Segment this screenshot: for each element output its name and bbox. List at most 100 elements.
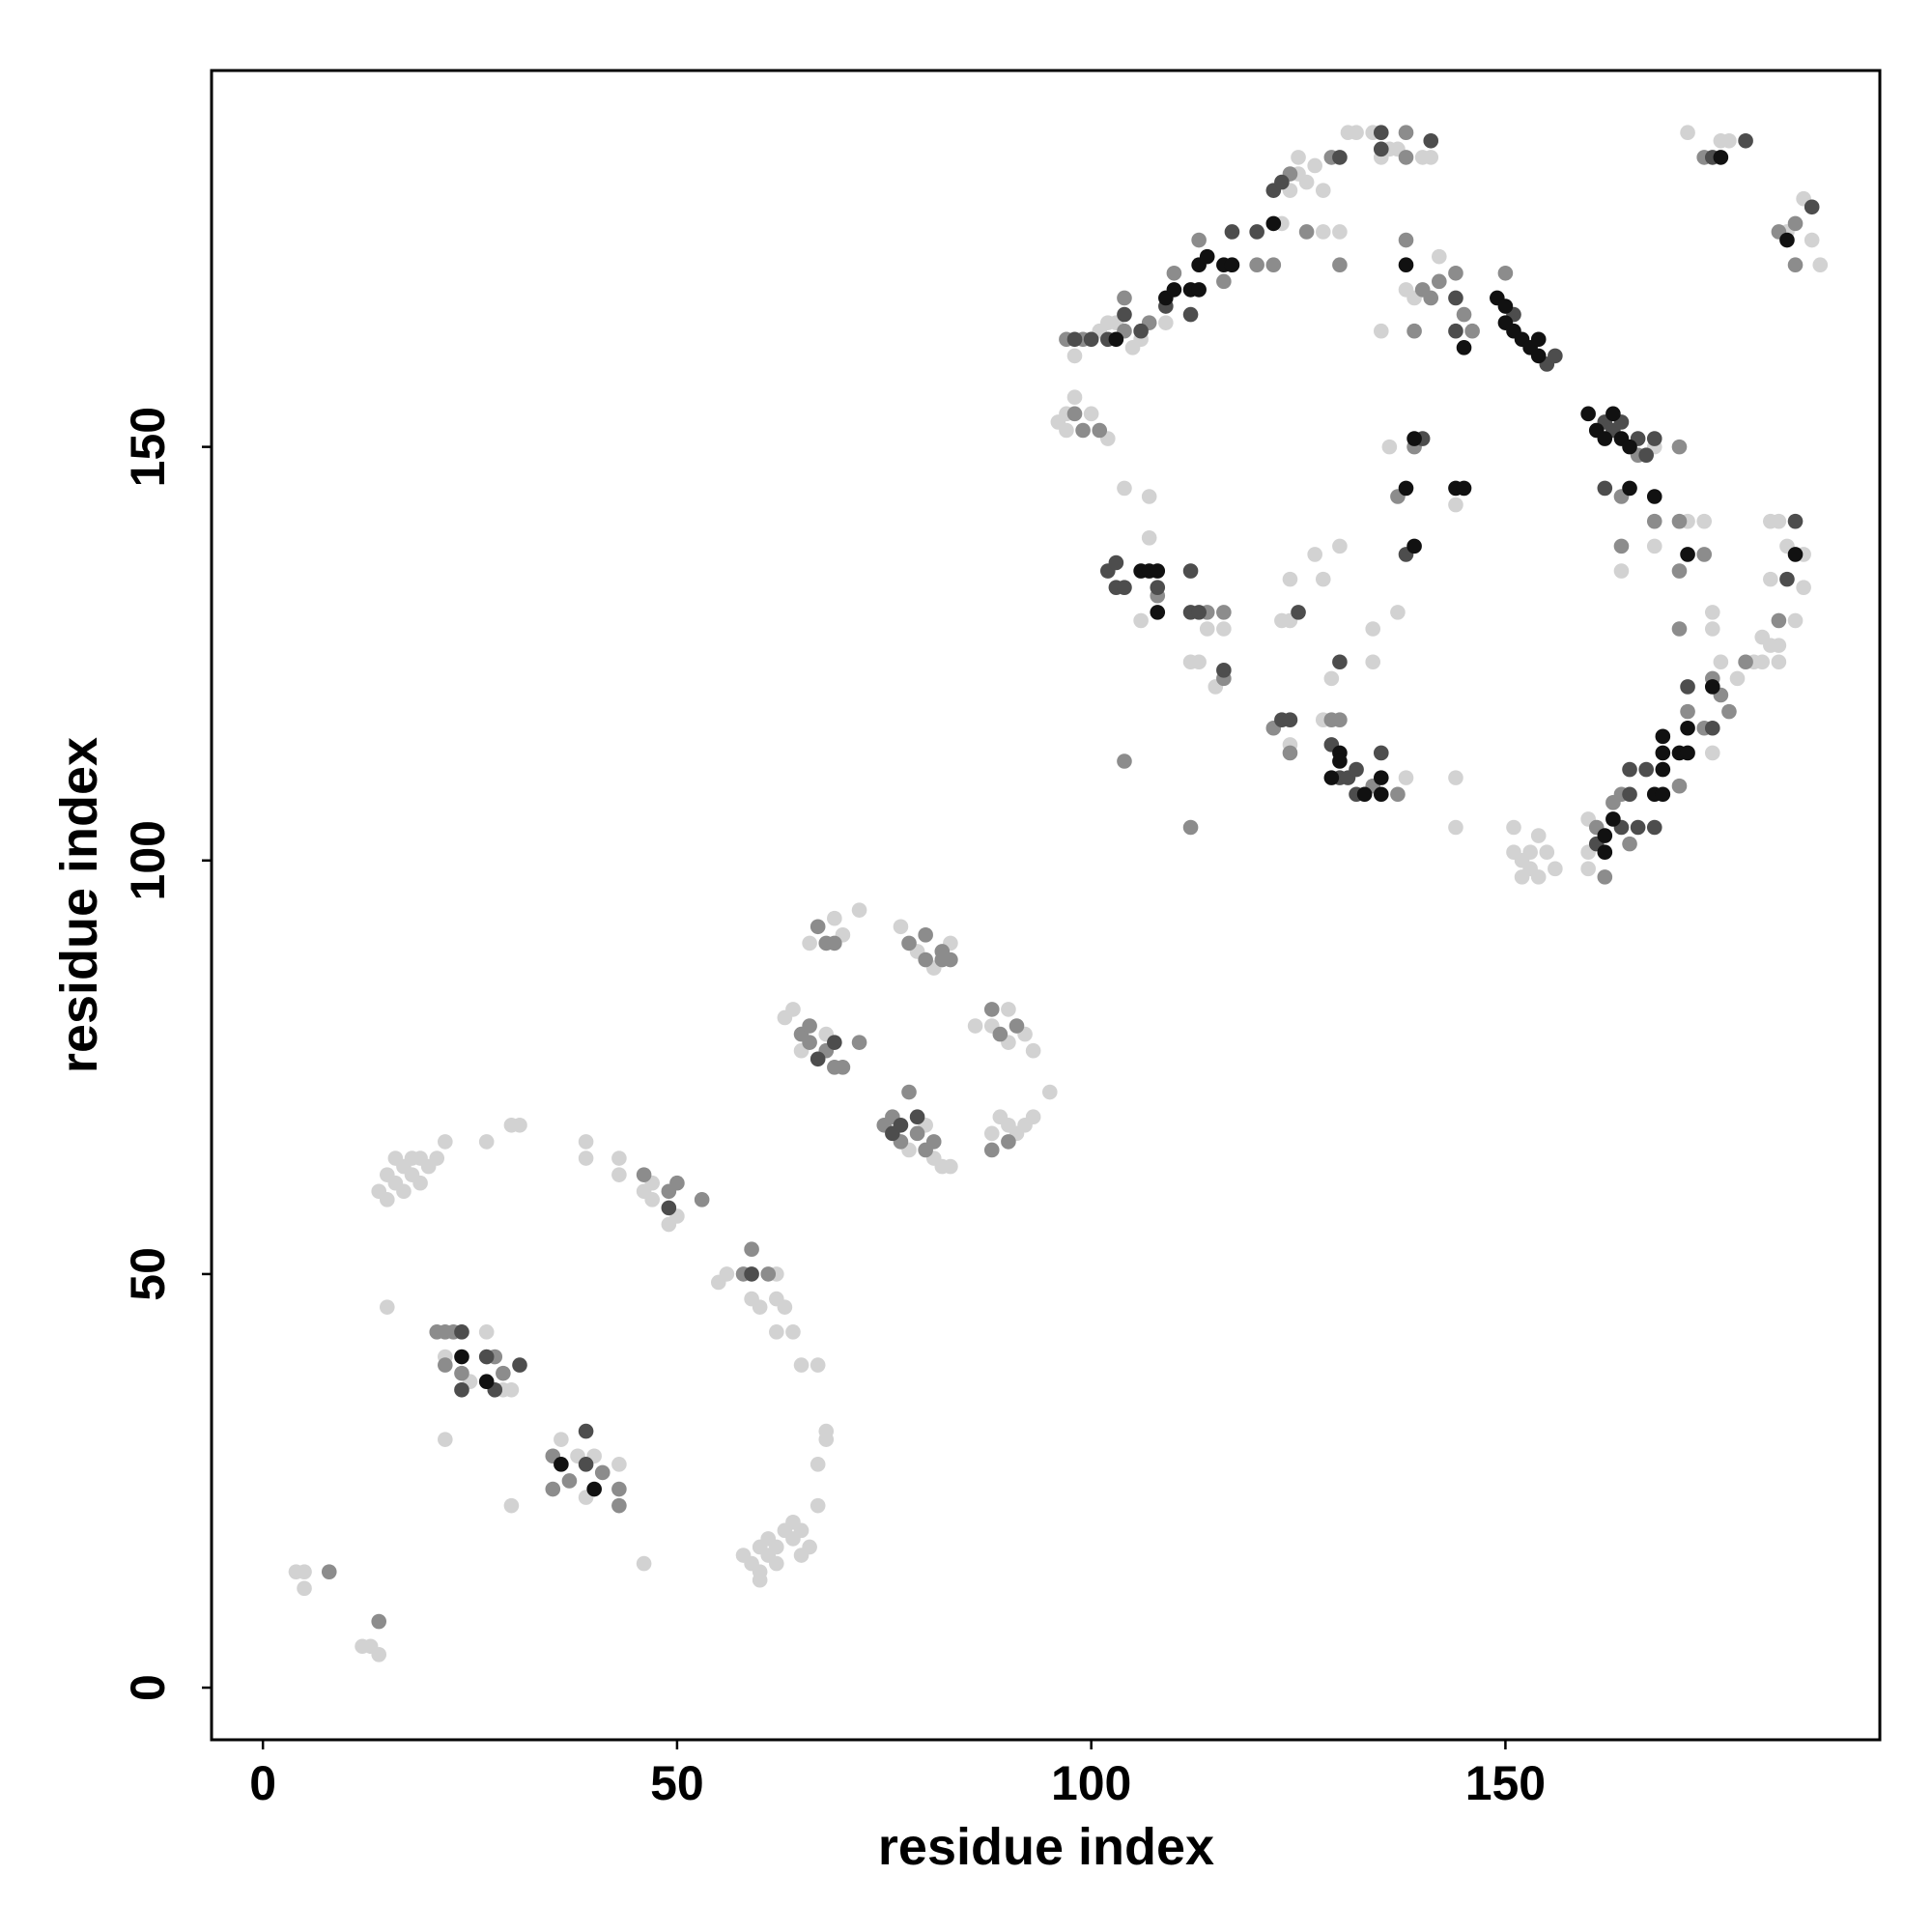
point (1448, 290, 1463, 306)
point (1282, 745, 1298, 761)
point (1787, 257, 1804, 273)
point (1398, 770, 1414, 785)
point (918, 952, 933, 968)
point (1406, 323, 1422, 339)
point (594, 1464, 611, 1481)
x-axis-label: residue index (878, 1818, 1214, 1876)
point (554, 1457, 569, 1472)
point (1332, 753, 1348, 769)
point (1423, 290, 1439, 306)
point (893, 919, 909, 935)
point (818, 1432, 835, 1447)
point (1704, 679, 1720, 695)
point (611, 1167, 627, 1182)
point (1787, 547, 1804, 562)
point (611, 1481, 627, 1497)
point (1315, 183, 1331, 198)
point (1530, 869, 1547, 885)
point (1315, 224, 1331, 240)
point (1158, 315, 1174, 330)
point (769, 1324, 784, 1340)
point (802, 1539, 817, 1555)
point (1365, 621, 1381, 637)
point (1041, 1084, 1058, 1100)
point (1605, 811, 1621, 827)
point (1721, 703, 1737, 720)
point (1605, 406, 1621, 422)
point (752, 1299, 768, 1315)
point (983, 1125, 1000, 1142)
point (1373, 786, 1389, 803)
point (1448, 770, 1463, 785)
point (1274, 612, 1290, 629)
point (1530, 348, 1547, 364)
point (297, 1564, 312, 1579)
point (1680, 703, 1695, 720)
point (967, 1018, 983, 1034)
point (1332, 712, 1348, 727)
point (1787, 215, 1804, 232)
point (1539, 844, 1555, 860)
point (1117, 480, 1132, 497)
point (1315, 571, 1331, 587)
point (1423, 150, 1439, 165)
point (810, 1457, 826, 1472)
point (1613, 563, 1630, 579)
point (1423, 132, 1439, 149)
point (611, 1497, 627, 1514)
point (1580, 406, 1596, 422)
point (1456, 340, 1472, 355)
point (1025, 1042, 1041, 1059)
point (1066, 331, 1083, 348)
point (1191, 654, 1207, 670)
point (1704, 621, 1720, 637)
point (1646, 819, 1662, 836)
point (1713, 654, 1729, 670)
point (503, 1381, 520, 1398)
point (925, 1134, 942, 1150)
point (1787, 513, 1804, 529)
point (1456, 480, 1472, 497)
point (1373, 323, 1389, 339)
point (1150, 605, 1166, 620)
point (785, 1002, 801, 1017)
point (1066, 389, 1083, 406)
point (744, 1241, 759, 1258)
point (1704, 720, 1720, 736)
point (1298, 224, 1315, 240)
point (1365, 654, 1381, 670)
point (1265, 257, 1282, 273)
point (1622, 836, 1637, 852)
point (1249, 257, 1264, 273)
point (1605, 795, 1621, 810)
point (1638, 761, 1654, 778)
point (1738, 654, 1753, 670)
x-tick-label: 50 (650, 1756, 704, 1810)
point (1448, 265, 1463, 281)
point (1680, 720, 1695, 736)
point (1771, 654, 1787, 670)
point (661, 1216, 677, 1233)
point (1025, 1109, 1041, 1125)
point (1216, 273, 1232, 290)
point (1779, 571, 1795, 587)
point (1771, 513, 1787, 529)
point (1522, 844, 1538, 860)
point (1001, 1002, 1016, 1017)
y-tick-label: 100 (121, 820, 175, 900)
point (1398, 125, 1414, 141)
point (1009, 1018, 1025, 1034)
point (1680, 547, 1695, 562)
point (1456, 306, 1472, 323)
point (810, 919, 826, 935)
point (1216, 621, 1232, 637)
point (1622, 786, 1637, 803)
point (810, 1051, 826, 1067)
point (901, 935, 917, 952)
point (454, 1365, 469, 1381)
point (1307, 547, 1322, 562)
point (512, 1357, 527, 1373)
point (1597, 431, 1613, 446)
point (438, 1357, 453, 1373)
point (1150, 563, 1166, 579)
